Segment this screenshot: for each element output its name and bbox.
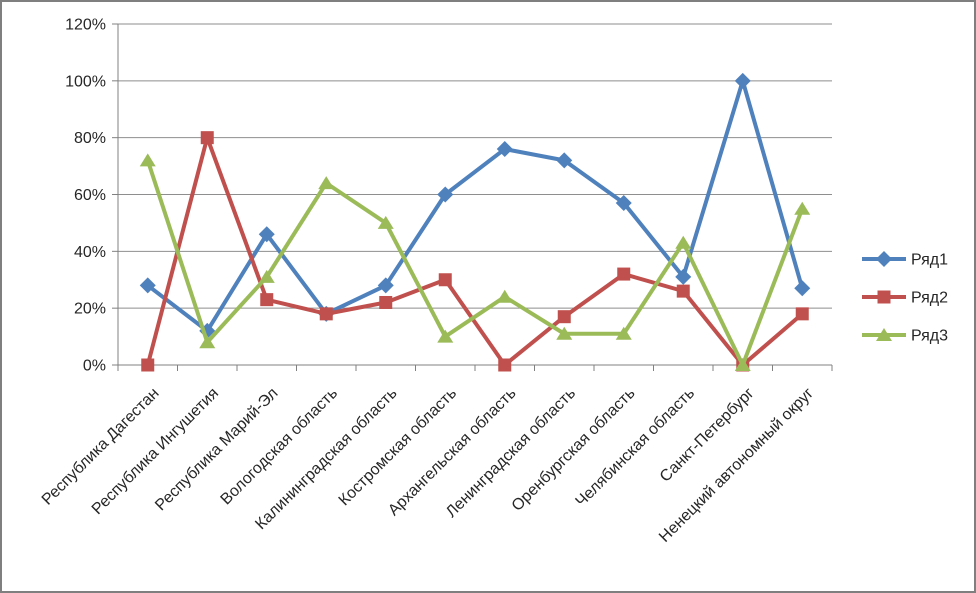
legend-item-Ряд2: Ряд2	[862, 290, 948, 307]
y-axis-tick-label: 20%	[74, 301, 106, 318]
legend-square-icon	[877, 290, 891, 304]
series-Ряд1-marker	[496, 141, 513, 158]
series-Ряд3-marker	[675, 235, 692, 249]
legend: Ряд1 Ряд2 Ряд3	[862, 251, 948, 345]
series-Ряд3-marker	[199, 335, 216, 349]
series-Ряд3-marker	[139, 153, 156, 167]
legend-item-Ряд1: Ряд1	[862, 251, 948, 269]
series-Ряд2-marker	[795, 307, 809, 321]
y-axis: 0% 20% 40% 60% 80% 100% 120%	[65, 17, 119, 375]
legend-label: Ряд3	[911, 328, 948, 345]
series-Ряд3-line	[145, 158, 805, 367]
legend-label: Ряд2	[911, 290, 948, 307]
series-Ряд2	[141, 131, 809, 372]
y-axis-tick-label: 60%	[74, 187, 106, 204]
series-Ряд3-marker	[615, 326, 632, 340]
series-Ряд1-marker	[615, 195, 632, 212]
series-Ряд1-marker	[139, 277, 156, 294]
series-Ряд3-marker	[556, 326, 573, 340]
series-Ряд1-line	[145, 78, 805, 333]
legend-label: Ряд1	[911, 252, 948, 269]
series-Ряд2-marker	[319, 307, 333, 321]
series-Ряд2-marker	[379, 295, 393, 309]
series-Ряд3-marker	[794, 201, 811, 215]
legend-triangle-icon	[876, 328, 892, 341]
series-Ряд1-marker	[377, 277, 394, 294]
series-Ряд2-marker	[200, 131, 214, 145]
series-Ряд3-marker	[258, 269, 275, 283]
series-Ряд1-marker	[437, 186, 454, 203]
y-axis-tick-label: 0%	[83, 358, 106, 375]
series-Ряд3-marker	[377, 215, 394, 229]
legend-diamond-icon	[876, 251, 892, 267]
series-Ряд2-marker	[141, 358, 155, 372]
series-Ряд1-marker	[556, 152, 573, 169]
series-Ряд3-marker	[318, 176, 335, 190]
y-axis-tick-label: 120%	[65, 17, 106, 34]
series-Ряд1-marker	[734, 72, 751, 89]
series-Ряд3-marker	[734, 358, 751, 371]
series-Ряд2-marker	[557, 310, 571, 324]
y-axis-tick-label: 80%	[74, 130, 106, 147]
series-Ряд2-marker	[617, 267, 631, 281]
series-Ряд2-marker	[438, 273, 452, 287]
series-Ряд2-marker	[676, 284, 690, 298]
series-Ряд3	[139, 153, 811, 371]
series-Ряд1-marker	[794, 280, 811, 297]
y-axis-tick-label: 40%	[74, 244, 106, 261]
legend-item-Ряд3: Ряд3	[862, 328, 948, 345]
y-axis-tick-label: 100%	[65, 73, 106, 90]
series-Ряд3-marker	[437, 329, 454, 343]
series-Ряд2-line	[145, 135, 805, 367]
series-Ряд1-marker	[258, 226, 275, 243]
series-Ряд1-marker	[675, 268, 692, 285]
series-Ряд2-marker	[498, 358, 512, 372]
series-Ряд2-marker	[260, 293, 274, 307]
series-Ряд3-marker	[496, 289, 513, 303]
